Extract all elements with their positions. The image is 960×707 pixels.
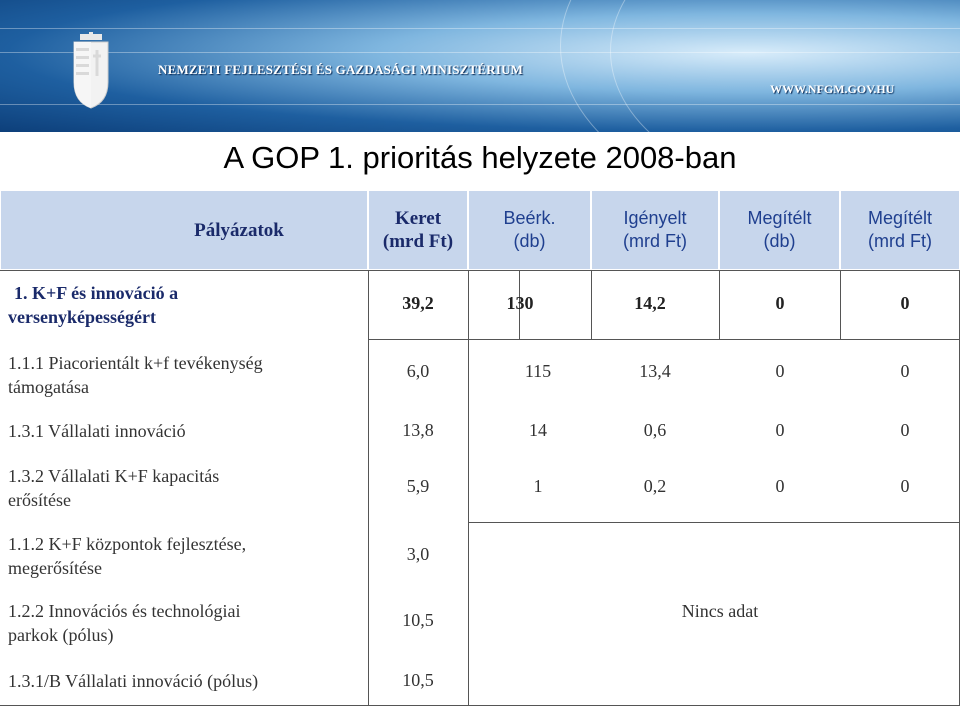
row-separator xyxy=(0,408,368,410)
cell-keret: 6,0 xyxy=(406,361,430,381)
row-label: 1. K+F és innováció a versenyképességért xyxy=(0,272,368,338)
row-label-line1: 1.3.2 Vállalati K+F kapacitás xyxy=(8,466,220,486)
row-label-line2: parkok (pólus) xyxy=(8,624,114,645)
cell-keret: 3,0 xyxy=(406,544,430,564)
page-title: A GOP 1. prioritás helyzete 2008-ban xyxy=(223,140,737,175)
cell-beerk: 1 xyxy=(533,476,543,496)
cell-igenyelt: 0,2 xyxy=(643,476,667,496)
cell-keret: 39,2 xyxy=(402,293,434,313)
cell-igenyelt: 0,6 xyxy=(643,420,667,440)
column-divider xyxy=(519,270,520,339)
cell-keret: 10,5 xyxy=(402,670,434,690)
cell-megitelt-ft: 0 xyxy=(900,361,910,381)
header-megitelt-db-line1: Megítélt xyxy=(747,208,812,228)
row-label-line2: támogatása xyxy=(8,376,89,397)
cell-keret: 13,8 xyxy=(402,420,434,440)
coat-of-arms-icon xyxy=(73,32,109,109)
row-label-line2: versenyképességért xyxy=(8,307,156,327)
cell-beerk: 14 xyxy=(529,420,547,440)
cell-keret: 10,5 xyxy=(402,610,434,630)
row-separator xyxy=(0,588,368,590)
header-keret-line1: Keret xyxy=(394,208,442,229)
header-igenyelt: Igényelt (mrd Ft) xyxy=(591,190,719,270)
website-link[interactable]: WWW.NFGM.GOV.HU xyxy=(770,82,895,96)
row-separator xyxy=(0,452,368,454)
cell-igenyelt: 14,2 xyxy=(634,293,666,313)
row-label-line1: 1.3.1/B Vállalati innováció (pólus) xyxy=(8,671,259,691)
no-data-label: Nincs adat xyxy=(681,601,759,621)
table-border-bottom xyxy=(0,705,960,706)
column-divider xyxy=(719,270,720,339)
row-label: 1.1.1 Piacorientált k+f tevékenység támo… xyxy=(0,341,368,408)
header-beerk: Beérk. (db) xyxy=(468,190,591,270)
row-label: 1.3.2 Vállalati K+F kapacitás erősítése xyxy=(0,454,368,522)
header-megitelt-ft-line2: (mrd Ft) xyxy=(868,231,932,251)
cell-megitelt-ft: 0 xyxy=(900,293,910,313)
row-divider xyxy=(468,522,960,523)
row-separator xyxy=(0,655,368,657)
header-megitelt-db-line2: (db) xyxy=(763,231,796,251)
header-banner: NEMZETI FEJLESZTÉSI ÉS GAZDASÁGI MINISZT… xyxy=(0,0,960,132)
cell-megitelt-ft: 0 xyxy=(900,476,910,496)
column-divider xyxy=(468,270,469,706)
table-border-top xyxy=(0,270,960,271)
row-label-line1: 1.2.2 Innovációs és technológiai xyxy=(8,600,241,621)
row-label: 1.3.1 Vállalati innováció xyxy=(0,410,368,452)
cell-megitelt-db: 0 xyxy=(775,361,785,381)
cell-megitelt-db: 0 xyxy=(775,293,785,313)
row-label-line1: 1. K+F és innováció a xyxy=(14,283,179,303)
row-label-line2: erősítése xyxy=(8,490,71,510)
row-label-line2: megerősítése xyxy=(8,558,102,578)
ministry-name: NEMZETI FEJLESZTÉSI ÉS GAZDASÁGI MINISZT… xyxy=(158,62,524,77)
cell-beerk: 115 xyxy=(524,361,552,381)
row-label: 1.3.1/B Vállalati innováció (pólus) xyxy=(0,657,368,705)
row-separator xyxy=(0,522,368,524)
row-label-line1: 1.3.1 Vállalati innováció xyxy=(8,421,186,441)
cell-keret: 5,9 xyxy=(406,476,430,496)
header-megitelt-db: Megítélt (db) xyxy=(719,190,840,270)
row-label-line1: 1.1.1 Piacorientált k+f tevékenység xyxy=(8,352,263,373)
header-keret: Keret (mrd Ft) xyxy=(368,190,468,270)
row-divider xyxy=(368,339,960,340)
header-keret-line2: (mrd Ft) xyxy=(382,231,454,252)
column-divider xyxy=(840,270,841,339)
cell-megitelt-db: 0 xyxy=(775,420,785,440)
cell-igenyelt: 13,4 xyxy=(639,361,671,381)
header-beerk-line2: (db) xyxy=(513,231,546,251)
column-divider xyxy=(591,270,592,339)
cell-megitelt-ft: 0 xyxy=(900,420,910,440)
header-beerk-line1: Beérk. xyxy=(503,208,556,228)
cell-beerk: 130 xyxy=(506,293,534,313)
header-palyazatok: Pályázatok xyxy=(0,190,368,270)
header-palyazatok-label: Pályázatok xyxy=(194,219,284,241)
header-igenyelt-line2: (mrd Ft) xyxy=(623,231,687,251)
row-label: 1.1.2 K+F központok fejlesztése, megerős… xyxy=(0,524,368,588)
row-separator xyxy=(0,339,368,341)
row-label: 1.2.2 Innovációs és technológiai parkok … xyxy=(0,590,368,655)
cell-megitelt-db: 0 xyxy=(775,476,785,496)
header-igenyelt-line1: Igényelt xyxy=(623,208,687,228)
row-label-line1: 1.1.2 K+F központok fejlesztése, xyxy=(8,534,247,554)
header-megitelt-ft: Megítélt (mrd Ft) xyxy=(840,190,960,270)
header-megitelt-ft-line1: Megítélt xyxy=(867,208,933,228)
column-divider xyxy=(368,270,369,706)
